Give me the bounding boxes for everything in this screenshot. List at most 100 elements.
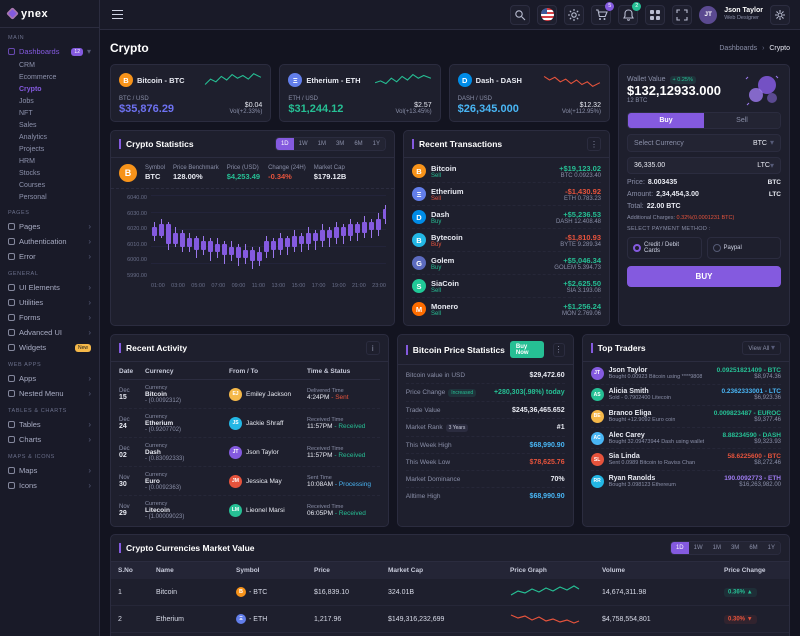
range-1w-button[interactable]: 1W [688,542,708,554]
sidebar-item-utilities[interactable]: Utilities › [0,295,99,310]
range-1m-button[interactable]: 1M [707,542,726,554]
sidebar-item-forms[interactable]: Forms › [0,310,99,325]
user-avatar[interactable]: JT [699,5,718,24]
sidebar-item-charts[interactable]: Charts › [0,432,99,447]
price-change-value: 0.30% [728,616,746,623]
currency-select-value: BTC [752,139,767,147]
range-1w-button[interactable]: 1W [293,138,313,150]
breadcrumb-parent[interactable]: Dashboards [719,44,758,52]
search-icon[interactable] [510,4,531,25]
hamburger-menu-icon[interactable] [112,13,123,16]
payment-option-paypal[interactable]: Paypal [706,237,781,259]
range-6m-button[interactable]: 6M [744,542,763,554]
sidebar-item-crm[interactable]: CRM [0,59,99,71]
dash-summary-card: D Dash - DASH DASH / USD $26,345.000 $12.… [448,64,610,122]
sidebar-item-maps[interactable]: Maps › [0,463,99,478]
sidebar-item-label: NFT [19,109,33,117]
notifications-bell-icon[interactable]: 2 [618,1,642,25]
price-stats-list: Bitcoin value in USD $29,472.60 Price Cha… [398,365,573,506]
amount-input[interactable] [634,158,734,173]
apps-grid-icon[interactable] [645,4,666,25]
sidebar-item-nft[interactable]: NFT [0,107,99,119]
tx-sub: GOLEM 5.394.73 [554,264,601,271]
language-flag-icon[interactable] [537,4,558,25]
transaction-row: Ξ Etherium Sell -$1,430.92 ETH 0.783.23 [412,183,601,206]
sidebar-section-maps-icons: MAPS & ICONS [8,454,55,460]
view-all-dropdown[interactable]: View All ▾ [742,341,781,355]
stat-row: Alltime High $68,990.90 [406,488,565,504]
price-graph-sparkline [510,614,580,624]
range-1d-button[interactable]: 1D [275,138,294,150]
currency-select[interactable]: Select Currency BTC ▾ [627,134,781,152]
amount-select-value[interactable]: LTC [757,162,770,169]
payment-option-card[interactable]: Credit / Debit Cards [627,237,702,259]
sidebar-item-dashboards[interactable]: Dashboards 12 ▾ [0,44,99,59]
user-menu[interactable]: Json Taylor Web Designer [724,7,763,22]
sidebar-item-sales[interactable]: Sales [0,119,99,131]
buy-now-button[interactable]: Buy Now [509,341,544,358]
theme-toggle-icon[interactable] [564,4,585,25]
ui-elements-icon [8,284,15,291]
sidebar-item-widgets[interactable]: Widgets New [0,340,99,355]
stat-row: Trade Value $245,36,465.652 [405,402,565,419]
transaction-row: S SiaCoin Sell +$2,625.50 SIA 3.193.08 [412,275,601,298]
sidebar-item-crypto[interactable]: Crypto [0,83,99,95]
sidebar-item-analytics[interactable]: Analytics [0,131,99,143]
range-3m-button[interactable]: 3M [725,542,745,554]
sidebar-item-error[interactable]: Error › [0,249,99,264]
chevron-down-icon: ▾ [770,343,775,352]
range-6m-button[interactable]: 6M [349,138,368,150]
settings-gear-icon[interactable] [770,4,790,25]
chevron-right-icon: › [88,327,91,337]
trader-sub: $8,974.36 [754,373,781,380]
amount-unit: LTC [768,191,781,198]
sidebar-item-advanced-ui[interactable]: Advanced UI › [0,325,99,340]
sidebar-item-nested-menu[interactable]: Nested Menu › [0,386,99,401]
sidebar-item-pages[interactable]: Pages › [0,219,99,234]
sidebar-item-courses[interactable]: Courses [0,179,99,191]
range-1y-button[interactable]: 1Y [762,542,780,554]
wallet-btc-amount: 12 BTC [627,98,648,104]
sidebar-item-authentication[interactable]: Authentication › [0,234,99,249]
range-1y-button[interactable]: 1Y [367,138,385,150]
fullscreen-icon[interactable] [672,4,693,25]
range-3m-button[interactable]: 3M [330,138,350,150]
tx-side: Sell [431,310,442,317]
widgets-badge: New [74,343,91,352]
range-1d-button[interactable]: 1D [670,542,689,554]
stat-value: $245,36,465.652 [512,406,565,414]
brand-logo[interactable]: ynex [0,0,99,28]
card-info-icon[interactable]: i [365,341,380,355]
trader-value: 0.2362333001 - LTC [721,388,782,396]
wallet-value: $132,12933.000 [627,83,721,98]
date-month: Dec [119,416,130,423]
buy-tab[interactable]: Buy [628,113,704,128]
avatar: JM [229,474,242,488]
total-line: Total: 22.00 BTC [627,203,781,210]
sidebar-item-hrm[interactable]: HRM [0,155,99,167]
trader-value: 0.09251821409 - BTC [716,366,781,374]
sidebar-item-stocks[interactable]: Stocks [0,167,99,179]
tx-amount: -$1,810.93 [565,232,601,242]
sell-tab[interactable]: Sell [704,113,780,128]
stat-label: Market Cap [313,165,345,171]
sidebar-item-tables[interactable]: Tables › [0,417,99,432]
sidebar-item-projects[interactable]: Projects [0,143,99,155]
sidebar-item-personal[interactable]: Personal [0,191,99,203]
sidebar-item-ecommerce[interactable]: Ecommerce [0,71,99,83]
sidebar-item-label: Ecommerce [19,73,57,81]
list-item: RR Ryan Ranolds Bought 3.098123 Ethereum 19… [590,471,781,492]
buy-button[interactable]: BUY [627,266,781,287]
card-menu-icon[interactable]: ⋮ [552,342,565,357]
sidebar-item-icons[interactable]: Icons › [0,478,99,493]
sidebar-item-ui-elements[interactable]: UI Elements › [0,280,99,295]
cart-icon[interactable]: 5 [591,1,615,25]
currency-name: Etherium [145,419,174,427]
stat-value: +280,303(.98%) today [493,389,565,396]
currency-label: Currency [145,442,168,449]
card-menu-icon[interactable]: ⋮ [587,137,601,151]
date-month: Dec [119,445,130,452]
sidebar-item-jobs[interactable]: Jobs [0,95,99,107]
sidebar-item-apps[interactable]: Apps › [0,371,99,386]
range-1m-button[interactable]: 1M [312,138,331,150]
